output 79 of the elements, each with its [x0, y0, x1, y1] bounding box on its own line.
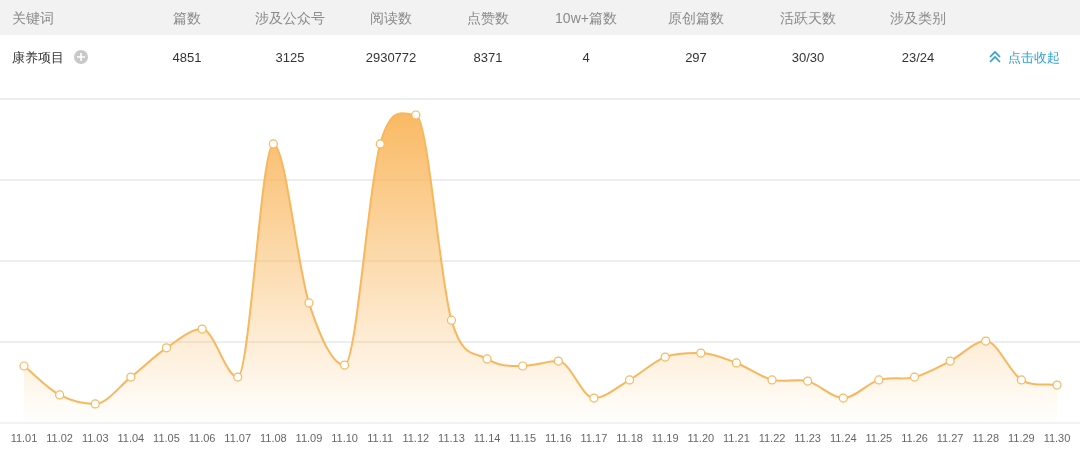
- x-tick-label: 11.15: [509, 432, 537, 444]
- point: [55, 390, 65, 400]
- text: 297: [685, 50, 707, 65]
- x-tick-label: 11.30: [1043, 432, 1071, 444]
- text: 点击收起: [1008, 50, 1060, 65]
- point: [1052, 380, 1062, 390]
- text: 4851: [172, 50, 202, 65]
- point: [909, 372, 920, 382]
- category-label: 阅读数: [370, 10, 412, 26]
- category-label: 10w+篇数: [555, 10, 617, 26]
- x-tick-label: 11.03: [81, 432, 109, 444]
- text: 康养项目: [12, 50, 64, 65]
- x-tick-label: 11.16: [544, 432, 572, 444]
- x-tick-label: 11.24: [829, 432, 857, 444]
- x-tick-label: 11.07: [224, 432, 252, 444]
- text: 4: [582, 50, 590, 65]
- x-tick-label: 11.23: [794, 432, 822, 444]
- x-tick-label: 11.04: [117, 432, 145, 444]
- point: [874, 375, 884, 385]
- x-tick-label: 11.28: [972, 432, 1000, 444]
- text: 30/30: [791, 50, 825, 65]
- point: [803, 376, 813, 386]
- point: [19, 361, 29, 371]
- point: [624, 375, 635, 385]
- point: [304, 298, 314, 308]
- x-tick-label: 11.09: [295, 432, 323, 444]
- category-label: 原创篇数: [668, 10, 724, 26]
- x-tick-label: 11.18: [616, 432, 643, 444]
- point: [126, 372, 136, 382]
- point: [945, 356, 955, 366]
- x-tick-label: 11.21: [723, 432, 750, 444]
- point: [446, 315, 457, 325]
- point: [589, 393, 599, 403]
- x-tick-label: 11.17: [580, 432, 608, 444]
- point: [233, 372, 243, 382]
- point: [838, 393, 848, 403]
- point: [518, 361, 528, 371]
- category-label: 活跃天数: [780, 10, 836, 26]
- category-label: 篇数: [173, 10, 201, 26]
- x-tick-label: 11.14: [473, 432, 501, 444]
- point: [660, 352, 670, 362]
- x-tick-label: 11.20: [687, 432, 715, 444]
- text: 3125: [275, 50, 305, 65]
- x-tick-label: 11.12: [402, 432, 430, 444]
- text: 8371: [473, 50, 503, 65]
- point: [268, 139, 278, 149]
- point: [197, 324, 207, 334]
- x-tick-label: 11.08: [259, 432, 287, 444]
- x-tick-label: 11.11: [367, 432, 394, 444]
- point: [981, 336, 991, 346]
- point: [696, 348, 706, 358]
- point: [375, 139, 385, 149]
- x-tick-label: 11.22: [758, 432, 786, 444]
- x-tick-label: 11.10: [331, 432, 358, 444]
- point: [553, 356, 563, 366]
- x-tick-label: 11.02: [46, 432, 73, 444]
- point: [339, 360, 350, 370]
- point: [90, 399, 100, 409]
- point: [1016, 375, 1026, 385]
- x-tick-label: 11.27: [936, 432, 964, 444]
- x-tick-label: 11.13: [438, 432, 465, 444]
- x-tick-label: 11.29: [1008, 432, 1035, 444]
- x-tick-label: 11.26: [901, 432, 928, 444]
- x-tick-label: 11.01: [10, 432, 38, 444]
- category-label: 涉及类别: [890, 10, 946, 26]
- category-label: 涉及公众号: [255, 10, 325, 26]
- x-tick-label: 11.05: [153, 432, 180, 444]
- x-tick-label: 11.06: [188, 432, 216, 444]
- point: [482, 354, 492, 364]
- category-label: 点赞数: [467, 10, 509, 26]
- point: [731, 358, 742, 368]
- category-label: 关键词: [12, 10, 54, 26]
- point: [411, 110, 421, 120]
- point: [767, 375, 777, 385]
- text: 2930772: [365, 50, 417, 65]
- x-tick-label: 11.19: [651, 432, 679, 444]
- x-tick-label: 11.25: [865, 432, 893, 444]
- text: 23/24: [901, 50, 935, 65]
- point: [161, 343, 172, 353]
